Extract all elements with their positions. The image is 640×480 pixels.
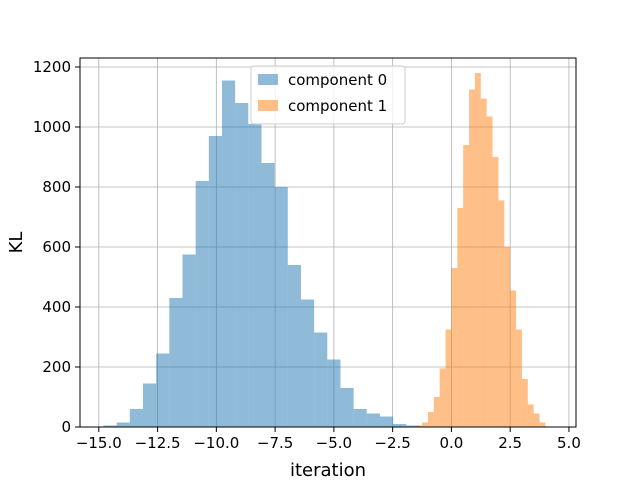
histogram-bar-component-0 (129, 409, 143, 427)
y-tick-label: 600 (42, 238, 71, 256)
y-tick-label: 0 (61, 418, 71, 436)
histogram-bar-component-0 (366, 413, 380, 427)
x-tick-label: 2.5 (498, 434, 522, 452)
x-axis-label: iteration (290, 460, 366, 480)
histogram-bar-component-0 (353, 409, 367, 427)
histogram-bar-component-0 (393, 424, 407, 427)
histogram-bar-component-1 (480, 98, 487, 427)
histogram-bar-component-1 (457, 208, 464, 427)
legend-label-component-0: component 0 (288, 71, 387, 89)
histogram-bar-component-1 (427, 412, 434, 427)
histogram-bar-component-1 (516, 329, 522, 427)
y-tick-label: 200 (42, 358, 71, 376)
histogram-bar-component-0 (208, 136, 222, 427)
histogram-bar-component-1 (486, 116, 493, 427)
x-tick-label: 0.0 (439, 434, 463, 452)
histogram-bar-component-0 (340, 388, 354, 427)
histogram-bar-component-0 (248, 124, 262, 427)
x-tick-label: 5.0 (557, 434, 581, 452)
y-tick-label: 1000 (33, 118, 71, 136)
y-tick-label: 400 (42, 298, 71, 316)
histogram-bar-component-1 (439, 368, 446, 427)
histogram-bar-component-0 (182, 254, 196, 427)
histogram-bar-component-1 (504, 247, 511, 427)
x-tick-label: −5.0 (316, 434, 352, 452)
y-axis-label: KL (6, 232, 27, 254)
histogram-bar-component-0 (406, 425, 420, 427)
histogram-bar-component-1 (422, 422, 428, 427)
x-tick-label: −12.5 (135, 434, 181, 452)
legend-label-component-1: component 1 (288, 97, 387, 115)
plot-frame (79, 57, 577, 428)
histogram-bar-component-0 (300, 299, 315, 427)
histogram-bar-component-1 (521, 379, 528, 427)
histogram-bar-component-1 (463, 145, 470, 427)
x-tick-label: −15.0 (76, 434, 122, 452)
histogram-bar-component-0 (116, 422, 130, 427)
histogram-bar-component-1 (533, 413, 540, 427)
histogram-bar-component-0 (142, 383, 157, 427)
legend-swatch-component-1 (258, 100, 278, 111)
histogram-bar-component-1 (510, 290, 517, 427)
histogram-bar-component-0 (221, 80, 236, 427)
x-tick-label: −7.5 (257, 434, 293, 452)
histogram-bar-component-0 (327, 359, 341, 427)
histogram-bar-component-1 (474, 73, 481, 427)
legend-box (250, 65, 406, 125)
histogram-bar-component-0 (195, 181, 209, 427)
histogram-bar-component-0 (235, 103, 249, 427)
y-tick-label: 800 (42, 178, 71, 196)
histogram-bar-component-1 (451, 268, 458, 427)
histogram-bar-component-0 (287, 265, 301, 427)
histogram-bar-component-1 (492, 157, 499, 427)
histogram-bar-component-0 (169, 298, 183, 427)
x-tick-label: −10.0 (193, 434, 239, 452)
x-tick-label: −2.5 (374, 434, 410, 452)
histogram-bar-component-0 (156, 353, 170, 427)
histogram-bar-component-1 (445, 329, 452, 427)
histogram-bar-component-0 (103, 425, 117, 427)
x-axis-ticks: −15.0 −12.5 −10.0 −7.5 −5.0 −2.5 0.0 2.5 5.0 (76, 427, 581, 452)
legend: component 0 component 1 (250, 65, 406, 125)
histogram-bar-component-1 (527, 404, 534, 427)
histogram-bar-component-1 (433, 397, 440, 427)
histogram-bar-component-1 (469, 89, 475, 427)
y-tick-label: 1200 (33, 58, 71, 76)
histogram-bar-component-1 (498, 200, 505, 427)
histogram-bar-component-1 (539, 422, 546, 427)
histogram-bar-component-1 (416, 425, 423, 427)
histogram-bar-component-0 (261, 163, 275, 427)
y-axis-ticks: 0 200 400 600 800 1000 1200 (33, 58, 80, 436)
histogram-bar-component-0 (314, 332, 328, 427)
histogram-bar-component-0 (274, 187, 288, 427)
histogram-bars (103, 73, 546, 427)
legend-swatch-component-0 (258, 74, 278, 85)
histogram-bar-component-0 (379, 416, 394, 427)
